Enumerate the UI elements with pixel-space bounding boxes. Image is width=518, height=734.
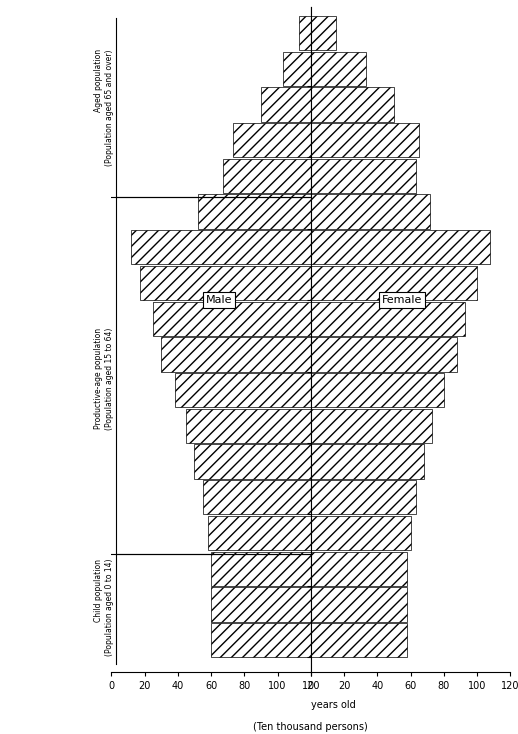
Bar <box>153 302 311 336</box>
Text: Child population
(Population aged 0 to 14): Child population (Population aged 0 to 1… <box>94 559 114 656</box>
Bar <box>311 159 415 193</box>
Bar <box>311 195 430 229</box>
Bar <box>311 266 477 300</box>
Bar <box>198 195 311 229</box>
Bar <box>194 445 311 479</box>
Bar <box>203 480 311 515</box>
Bar <box>299 16 311 50</box>
Bar <box>233 123 311 157</box>
Bar <box>311 445 424 479</box>
Bar <box>311 587 407 622</box>
Text: Productive-age population
(Population aged 15 to 64): Productive-age population (Population ag… <box>94 327 114 430</box>
Text: Female: Female <box>382 295 422 305</box>
Bar <box>311 51 366 86</box>
Bar <box>311 338 457 371</box>
Bar <box>311 552 407 586</box>
Bar <box>282 51 311 86</box>
Bar <box>223 159 311 193</box>
Bar <box>175 373 311 407</box>
Bar <box>311 373 444 407</box>
Text: Aged population
(Population aged 65 and over): Aged population (Population aged 65 and … <box>94 49 114 166</box>
Bar <box>311 16 336 50</box>
Bar <box>311 623 407 658</box>
Bar <box>161 338 311 371</box>
Bar <box>311 87 394 122</box>
Bar <box>140 266 311 300</box>
Text: years old: years old <box>311 700 355 710</box>
Bar <box>211 587 311 622</box>
Bar <box>211 552 311 586</box>
Bar <box>311 123 419 157</box>
Text: (Ten thousand persons): (Ten thousand persons) <box>253 722 368 733</box>
Text: Male: Male <box>206 295 233 305</box>
Bar <box>211 623 311 658</box>
Bar <box>208 516 311 550</box>
Bar <box>311 480 415 515</box>
Bar <box>186 409 311 443</box>
Bar <box>311 302 465 336</box>
Bar <box>311 409 432 443</box>
Bar <box>132 230 311 264</box>
Bar <box>311 516 410 550</box>
Bar <box>311 230 491 264</box>
Bar <box>261 87 311 122</box>
